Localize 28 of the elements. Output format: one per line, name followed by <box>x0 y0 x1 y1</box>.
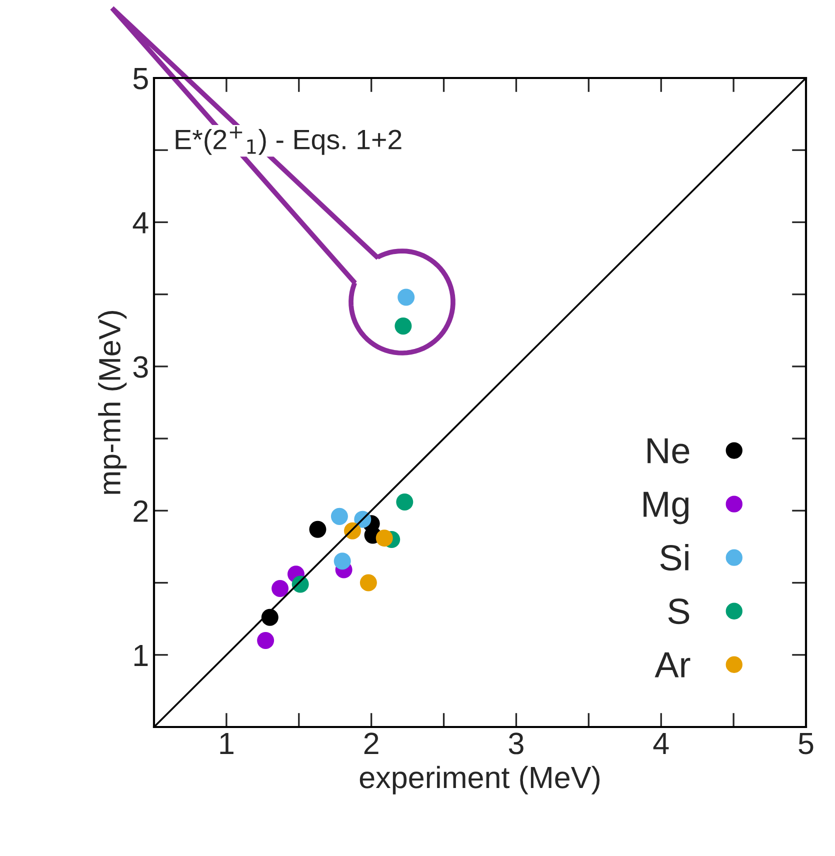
y-axis-title: mp-mh (MeV) <box>98 311 127 494</box>
x-tick-label: 5 <box>798 732 814 754</box>
x-tick-label: 2 <box>364 732 378 754</box>
y-tick-label: 2 <box>134 500 148 522</box>
legend-label: Si <box>660 544 688 571</box>
legend-label: Ne <box>648 438 690 464</box>
y-tick-label: 1 <box>134 644 148 666</box>
x-tick-label: 1 <box>220 732 234 754</box>
x-tick-label: 4 <box>653 732 669 754</box>
legend-label: Ar <box>654 652 690 678</box>
point <box>257 632 274 649</box>
point <box>334 552 351 570</box>
point <box>360 574 377 592</box>
point <box>309 520 326 538</box>
legend-label: S <box>668 598 690 624</box>
point <box>394 318 412 335</box>
x-axis-title: experiment (MeV) <box>360 766 600 794</box>
point <box>272 580 289 598</box>
annotation: E*(2$^{+}$$_{1}$) - Eqs. 1+2 <box>176 126 402 155</box>
point <box>376 530 393 547</box>
point <box>398 288 415 306</box>
legend-label: Mg <box>644 492 688 524</box>
y-tick-label: 3 <box>133 356 148 378</box>
point <box>330 508 348 525</box>
y-tick-label: 4 <box>132 212 148 234</box>
y-tick-label: 5 <box>133 68 148 90</box>
x-tick-label: 3 <box>508 732 524 754</box>
point <box>396 494 414 511</box>
